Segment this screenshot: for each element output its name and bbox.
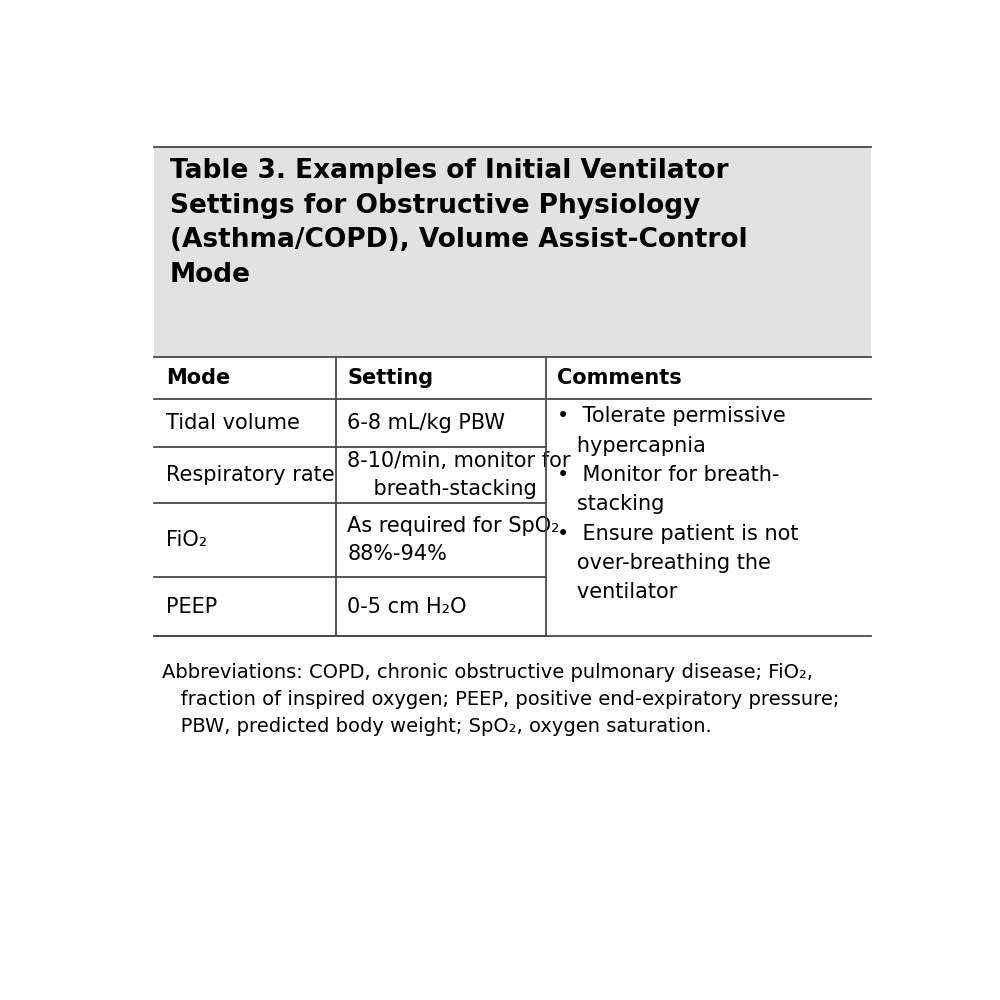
Text: 0-5 cm H₂O: 0-5 cm H₂O bbox=[347, 597, 467, 617]
Text: Setting: Setting bbox=[347, 368, 434, 388]
Text: Comments: Comments bbox=[557, 368, 682, 388]
Bar bbox=[154, 147, 871, 357]
Text: FiO₂: FiO₂ bbox=[166, 530, 207, 550]
Text: Tidal volume: Tidal volume bbox=[166, 413, 300, 433]
Text: Abbreviations: COPD, chronic obstructive pulmonary disease; FiO₂,
   fraction of: Abbreviations: COPD, chronic obstructive… bbox=[162, 663, 840, 736]
Text: Table 3. Examples of Initial Ventilator
Settings for Obstructive Physiology
(Ast: Table 3. Examples of Initial Ventilator … bbox=[170, 158, 748, 288]
Text: •  Tolerate permissive
   hypercapnia
•  Monitor for breath-
   stacking
•  Ensu: • Tolerate permissive hypercapnia • Moni… bbox=[557, 406, 799, 602]
Text: Respiratory rate: Respiratory rate bbox=[166, 465, 335, 485]
Text: 8-10/min, monitor for
    breath-stacking: 8-10/min, monitor for breath-stacking bbox=[347, 451, 571, 499]
Text: As required for SpO₂
88%-94%: As required for SpO₂ 88%-94% bbox=[347, 516, 560, 564]
Text: 6-8 mL/kg PBW: 6-8 mL/kg PBW bbox=[347, 413, 505, 433]
Text: Mode: Mode bbox=[166, 368, 230, 388]
Text: PEEP: PEEP bbox=[166, 597, 217, 617]
